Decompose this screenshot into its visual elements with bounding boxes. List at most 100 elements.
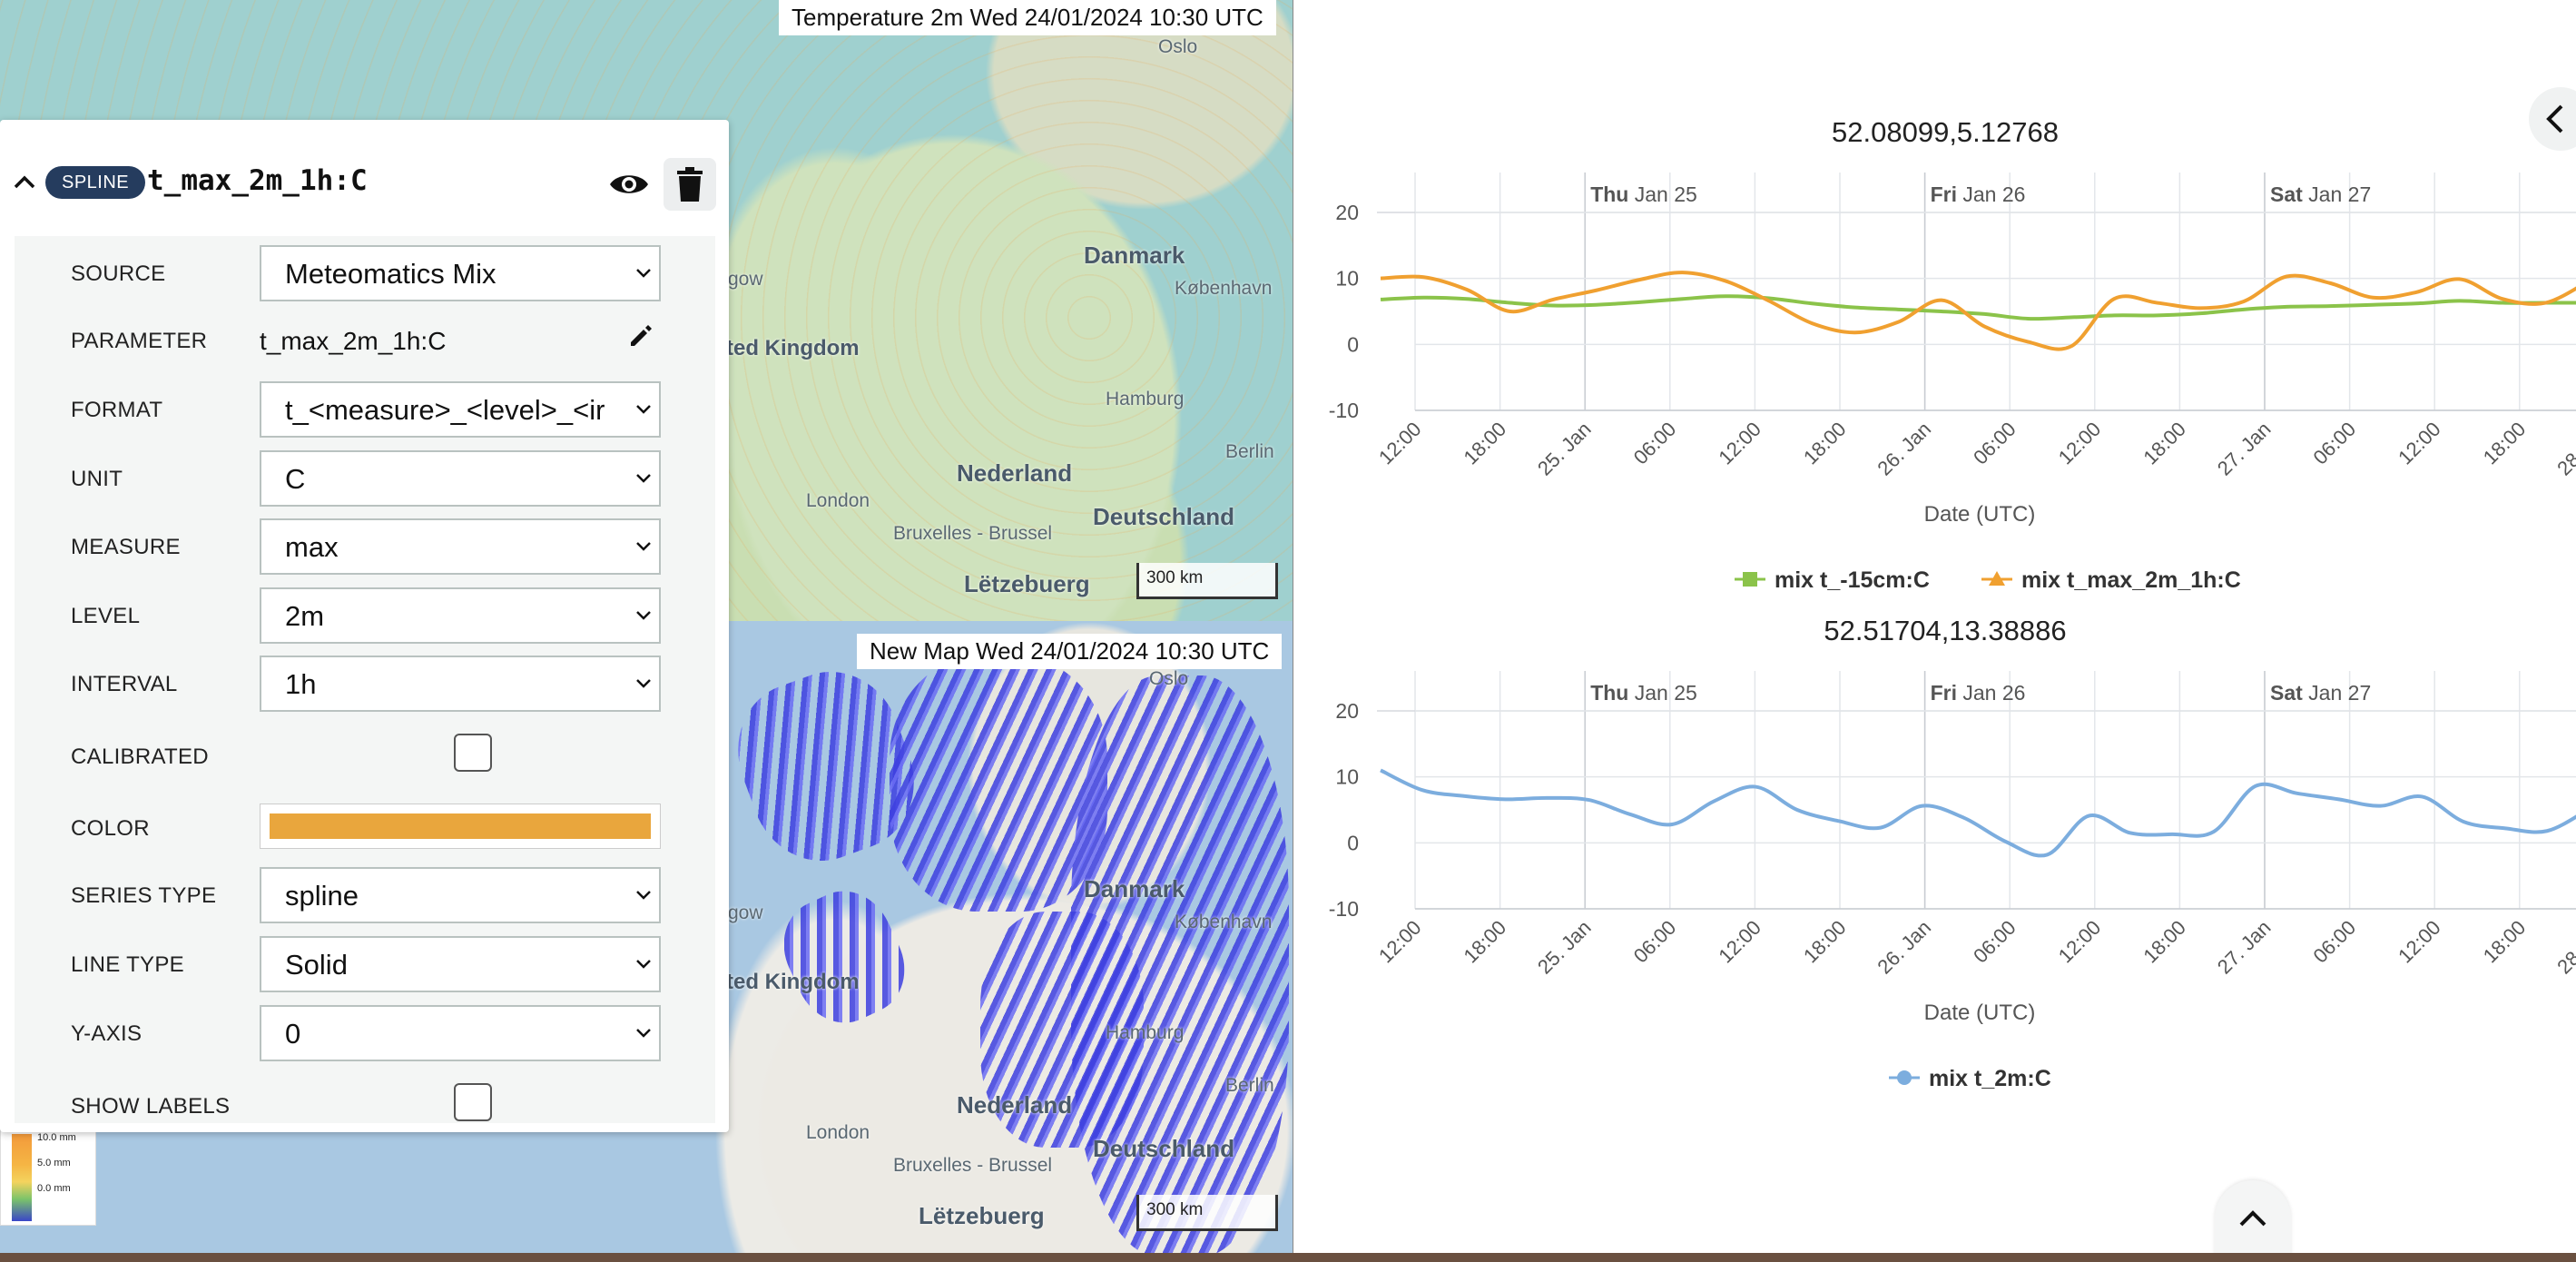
eye-icon — [610, 175, 648, 193]
y-tick-label: 0 — [1347, 831, 1359, 854]
precip-legend-label: 5.0 mm — [37, 1158, 71, 1168]
x-tick-label: 28. Jan — [2552, 418, 2576, 480]
unit-label: UNIT — [71, 467, 123, 491]
y-tick-label: 20 — [1335, 201, 1359, 224]
source-row: SOURCE Meteomatics Mix — [15, 243, 715, 301]
legend-marker — [1743, 572, 1757, 587]
map-label: Hamburg — [1106, 389, 1185, 409]
y-axis-select[interactable]: 0 — [260, 1005, 661, 1061]
line-type-label: LINE TYPE — [71, 952, 184, 977]
map-label: Hamburg — [1106, 1022, 1185, 1043]
x-tick-label: 26. Jan — [1873, 916, 1935, 979]
series-line[interactable] — [1380, 271, 2576, 351]
show-labels-row: SHOW LABELS — [15, 1076, 715, 1123]
chart-panel-bottom: 52.51704,13.38886 Thu Jan 25 Fri Jan 26 Sat… — [1293, 621, 2576, 1257]
precip-legend-label: 10.0 mm — [37, 1132, 76, 1143]
y-axis-value: 0 — [285, 1018, 301, 1050]
source-label: SOURCE — [71, 261, 166, 286]
series-type-value: spline — [285, 880, 359, 912]
measure-select[interactable]: max — [260, 518, 661, 575]
unit-select[interactable]: C — [260, 450, 661, 507]
unit-value: C — [285, 463, 306, 495]
delete-series-button[interactable] — [664, 158, 716, 211]
timeseries-chart[interactable]: 52.51704,13.38886 Thu Jan 25 Fri Jan 26 Sat… — [1293, 621, 2576, 1253]
trash-icon — [677, 167, 703, 202]
chevron-down-icon — [636, 611, 651, 620]
interval-select[interactable]: 1h — [260, 656, 661, 712]
pencil-icon[interactable] — [628, 323, 654, 349]
source-select[interactable]: Meteomatics Mix — [260, 245, 661, 301]
x-tick-label: 06:00 — [1629, 418, 1681, 469]
map-label: gow — [728, 269, 763, 290]
interval-row: INTERVAL 1h — [15, 654, 715, 712]
show-labels-label: SHOW LABELS — [71, 1094, 231, 1119]
x-tick-label: 28. Jan — [2552, 916, 2576, 979]
format-select[interactable]: t_<measure>_<level>_<ir — [260, 381, 661, 438]
map-label: Deutschland — [1093, 503, 1235, 530]
series-type-select[interactable]: spline — [260, 867, 661, 923]
x-tick-label: 27. Jan — [2213, 418, 2276, 480]
x-tick-label: 18:00 — [1460, 916, 1511, 968]
x-tick-label: 06:00 — [1969, 916, 2020, 968]
map-label: Bruxelles - Brussel — [893, 523, 1053, 544]
chart-title: 52.51704,13.38886 — [1824, 621, 2066, 646]
chevron-up-icon[interactable] — [11, 169, 38, 196]
calibrated-checkbox[interactable] — [454, 734, 492, 772]
map-label: Deutschland — [1093, 1135, 1235, 1162]
series-line[interactable] — [1380, 768, 2576, 858]
measure-value: max — [285, 531, 339, 563]
calibrated-label: CALIBRATED — [71, 744, 209, 769]
parameter-value: t_max_2m_1h:C — [260, 327, 447, 355]
legend-marker — [1989, 571, 2005, 586]
chevron-down-icon — [636, 474, 651, 483]
y-axis-label: Y-AXIS — [71, 1021, 143, 1046]
calibrated-row: CALIBRATED — [15, 726, 715, 784]
map-title: New Map Wed 24/01/2024 10:30 UTC — [857, 634, 1283, 669]
day-header: Sat Jan 27 — [2270, 681, 2371, 705]
y-tick-label: 0 — [1347, 332, 1359, 356]
x-tick-label: 18:00 — [2479, 916, 2531, 968]
line-type-row: LINE TYPE Solid — [15, 934, 715, 992]
map-label: Danmark — [1084, 242, 1185, 269]
y-tick-label: -10 — [1329, 399, 1359, 422]
show-labels-checkbox[interactable] — [454, 1083, 492, 1121]
interval-label: INTERVAL — [71, 672, 178, 696]
precip-area — [890, 657, 1107, 912]
map-label: gow — [728, 902, 763, 923]
level-select[interactable]: 2m — [260, 587, 661, 644]
level-value: 2m — [285, 600, 325, 632]
timeseries-chart[interactable]: 52.08099,5.12768 Thu Jan 25 Fri Jan 26 Sat … — [1293, 0, 2576, 621]
legend-marker — [1897, 1070, 1912, 1085]
map-scale: 300 km — [1136, 563, 1278, 599]
collapse-panel-button[interactable] — [2529, 87, 2576, 151]
x-tick-label: 25. Jan — [1533, 418, 1596, 480]
scroll-up-button[interactable] — [2215, 1180, 2291, 1257]
day-header: Fri Jan 26 — [1931, 681, 2026, 705]
map-label: København — [1175, 912, 1273, 932]
x-tick-label: 12:00 — [1714, 418, 1765, 469]
chevron-down-icon — [636, 891, 651, 900]
chevron-left-icon — [2546, 104, 2563, 133]
y-tick-label: -10 — [1329, 897, 1359, 921]
visibility-toggle-button[interactable] — [603, 158, 655, 211]
interval-value: 1h — [285, 668, 317, 700]
x-tick-label: 06:00 — [1629, 916, 1681, 968]
level-label: LEVEL — [71, 604, 141, 628]
chevron-down-icon — [636, 679, 651, 688]
x-tick-label: 12:00 — [2054, 418, 2106, 469]
map-label: Danmark — [1084, 875, 1185, 902]
color-picker[interactable] — [260, 804, 661, 849]
chart-title: 52.08099,5.12768 — [1832, 116, 2059, 148]
color-row: COLOR — [15, 798, 715, 856]
y-axis-row: Y-AXIS 0 — [15, 1003, 715, 1061]
legend-label[interactable]: mix t_-15cm:C — [1775, 567, 1930, 593]
line-type-select[interactable]: Solid — [260, 936, 661, 992]
series-line[interactable] — [1380, 294, 2576, 321]
x-tick-label: 18:00 — [2138, 418, 2190, 469]
series-editor-panel: SPLINE t_max_2m_1h:C SOURCE Meteomatics … — [0, 120, 729, 1132]
legend-label[interactable]: mix t_max_2m_1h:C — [2021, 567, 2241, 593]
format-value: t_<measure>_<level>_<ir — [285, 394, 605, 426]
map-label: Oslo — [1149, 668, 1189, 689]
x-tick-label: 18:00 — [2479, 418, 2531, 469]
legend-label[interactable]: mix t_2m:C — [1929, 1066, 2051, 1091]
